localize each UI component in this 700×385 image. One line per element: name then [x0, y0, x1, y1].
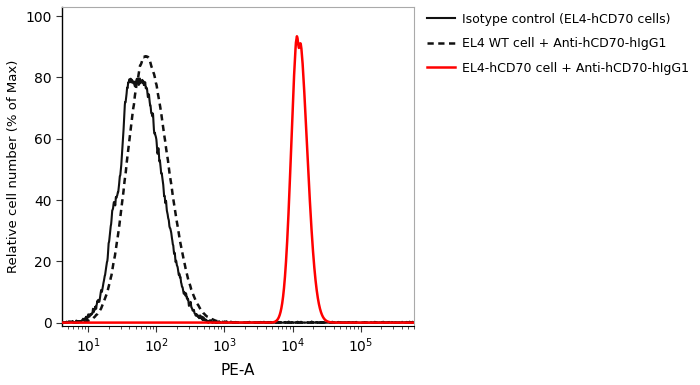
Legend: Isotype control (EL4-hCD70 cells), EL4 WT cell + Anti-hCD70-hIgG1, EL4-hCD70 cel: Isotype control (EL4-hCD70 cells), EL4 W…	[427, 13, 690, 75]
X-axis label: PE-A: PE-A	[221, 363, 255, 378]
Y-axis label: Relative cell number (% of Max): Relative cell number (% of Max)	[7, 60, 20, 273]
